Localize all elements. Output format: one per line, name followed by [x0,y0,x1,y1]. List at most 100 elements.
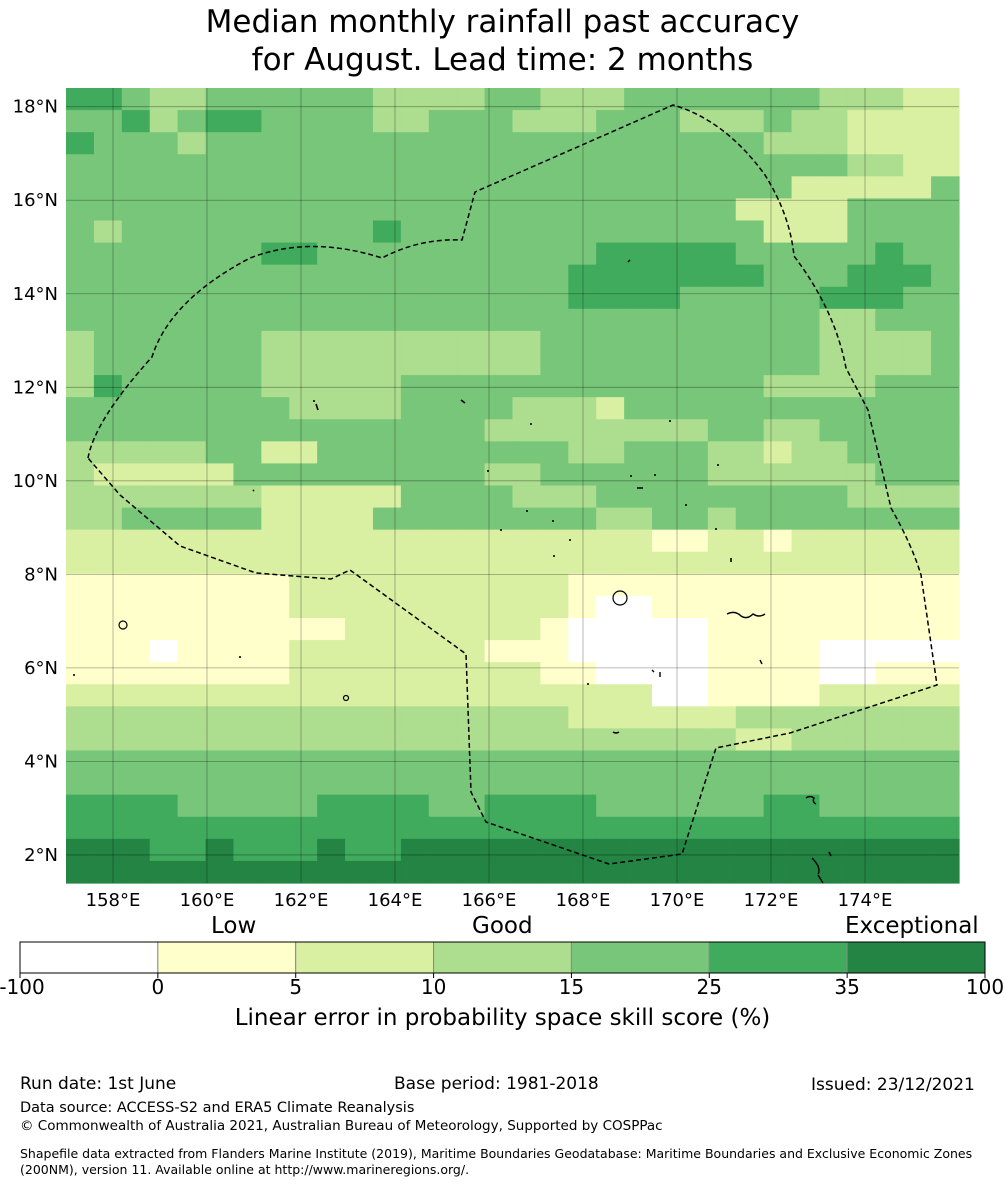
skill-cell [931,110,960,133]
skill-cell [177,595,207,619]
skill-cell [596,640,625,663]
skill-cell [428,838,458,862]
skill-cell [428,132,458,155]
skill-cell [875,242,904,266]
skill-cell [261,662,290,685]
skill-cell [261,176,290,200]
skill-cell [791,838,821,862]
skill-cell [540,353,569,376]
skill-cell [205,132,235,155]
skill-cell [121,264,151,288]
skill-cell [819,176,848,200]
skill-cell [484,728,514,752]
skill-cell [289,264,318,288]
skill-cell [149,353,179,376]
skill-cell [149,595,179,619]
skill-cell [484,330,514,354]
skill-cell [735,220,765,244]
skill-cell [707,176,737,200]
skill-cell [847,286,876,310]
skill-cell [400,485,430,509]
skill-cell [66,662,95,685]
islands [73,259,832,884]
skill-cell [568,110,597,133]
skill-cell [121,529,151,553]
skill-cell [317,375,346,398]
skill-cell [512,242,542,266]
skill-cell [875,198,904,222]
skill-cell [540,441,569,465]
skill-cell [624,220,653,244]
skill-cell [540,463,569,487]
skill-cell [847,485,876,509]
skill-cell [205,507,235,531]
skill-cell [233,264,262,288]
skill-cell [568,330,597,354]
skill-cell [596,198,625,222]
skill-cell [205,838,235,862]
skill-cell [345,242,374,266]
skill-cell [456,551,486,575]
skill-cell [847,728,876,752]
skill-cell [261,684,290,707]
skill-cell [205,154,235,177]
skill-cell [652,573,681,597]
skill-cell [819,573,848,597]
skill-cell [791,750,821,774]
skill-cell [903,419,932,442]
skill-cell [512,507,542,531]
skill-cell [345,264,374,288]
skill-cell [484,706,514,730]
skill-cell [652,330,681,354]
skill-cell [903,286,932,310]
skill-cell [652,794,681,818]
skill-cell [205,706,235,730]
skill-cell [261,728,290,752]
skill-cell [233,750,262,774]
skill-cell [763,242,793,266]
map-title-line-2: for August. Lead time: 2 months [251,42,754,78]
skill-cell [149,618,179,641]
skill-cell [735,529,765,553]
skill-cell [791,662,821,685]
skill-cell [149,662,179,685]
skill-cell [847,154,876,177]
skill-cell [624,419,653,442]
skill-cell [261,794,290,818]
skill-cell [931,353,960,376]
skill-cell [652,838,681,862]
skill-cell [400,684,430,707]
skill-cell [372,551,402,575]
skill-cell [819,529,848,553]
skill-cell [568,507,597,531]
skill-cell [66,618,95,641]
island [612,590,628,606]
skill-cell [205,198,235,222]
skill-cell [819,463,848,487]
skill-cell [679,220,709,244]
skill-cell [289,772,318,796]
skill-cell [121,308,151,332]
colorbar-segment [19,941,159,974]
skill-cell [317,286,346,310]
skill-cell [66,595,95,619]
skill-cell [540,110,569,133]
skill-cell [66,88,95,111]
skill-cell [177,573,207,597]
skill-cell [875,132,904,155]
skill-cell [66,728,95,752]
skill-cell [428,706,458,730]
skill-cell [903,860,932,884]
skill-cell [93,463,123,487]
skill-cell [345,88,374,111]
skill-cell [345,198,374,222]
skill-cell [596,397,625,420]
skill-cell [735,397,765,420]
skill-cell [847,110,876,133]
skill-cell [205,419,235,442]
skill-cell [763,860,793,884]
skill-cell [400,220,430,244]
skill-cell [847,640,876,663]
skill-cell [205,750,235,774]
